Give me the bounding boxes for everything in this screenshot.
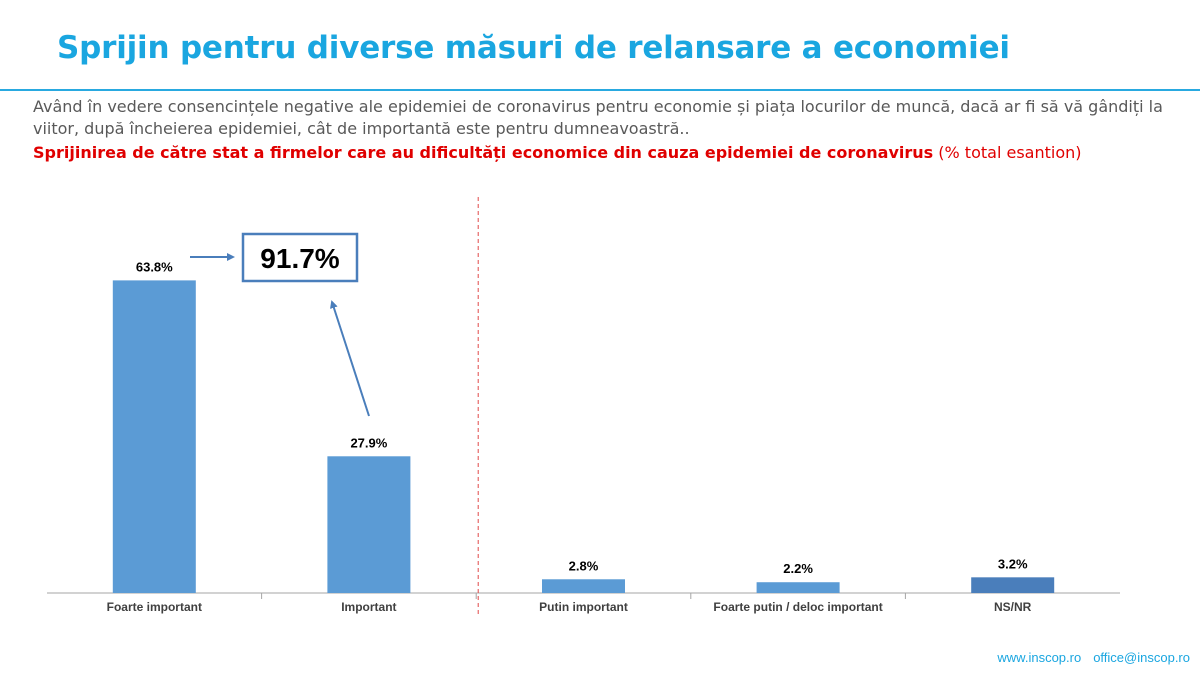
bar-2 — [327, 456, 411, 593]
bar-chart: 63.8% Foarte important 27.9% Important 2.8% P… — [47, 197, 1120, 615]
data-label-5: 3.2% — [998, 556, 1028, 571]
subject-note: (% total esantion) — [938, 143, 1082, 162]
category-label-3: Putin important — [539, 600, 628, 614]
bar-1 — [112, 280, 196, 593]
data-label-3: 2.8% — [569, 558, 599, 573]
bar-3 — [542, 579, 625, 593]
category-label-2: Important — [341, 600, 396, 614]
footer-email[interactable]: office@inscop.ro — [1093, 650, 1190, 665]
total-callout-box — [241, 232, 359, 283]
title-underline — [0, 89, 1200, 91]
subject-highlight: Sprijinirea de către stat a firmelor car… — [33, 143, 934, 162]
bar-5 — [971, 577, 1055, 593]
arrow-from-second-bar — [330, 300, 370, 417]
footer-website[interactable]: www.inscop.ro — [997, 650, 1082, 665]
total-callout-value: 91.7% — [260, 243, 339, 274]
slide-title: Sprijin pentru diverse măsuri de relansa… — [57, 30, 1010, 66]
category-label-1: Foarte important — [107, 600, 202, 614]
data-label-2: 27.9% — [350, 435, 387, 450]
footer-contact: www.inscop.ro office@inscop.ro — [997, 650, 1190, 665]
category-label-4: Foarte putin / deloc important — [713, 600, 882, 614]
question-text: Având în vedere consencințele negative a… — [33, 97, 1163, 138]
data-label-1: 63.8% — [136, 259, 173, 274]
subject-text: Sprijinirea de către stat a firmelor car… — [33, 142, 1153, 164]
bar-4 — [756, 582, 840, 593]
data-label-4: 2.2% — [783, 561, 813, 576]
category-label-5: NS/NR — [994, 600, 1032, 614]
